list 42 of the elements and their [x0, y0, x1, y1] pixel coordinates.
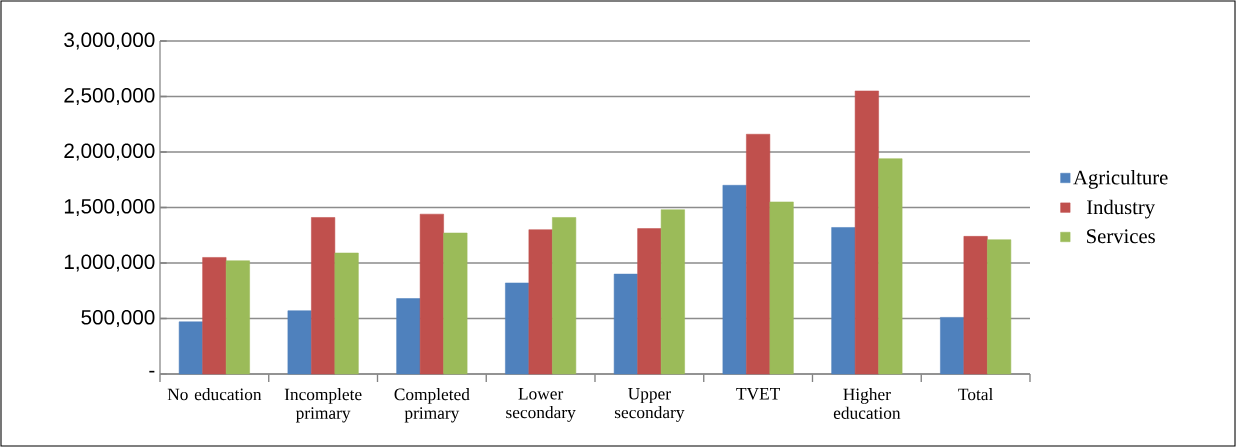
bar [396, 298, 421, 375]
y-tick-label: 500,000 [81, 309, 155, 328]
bar [419, 213, 444, 375]
bar [287, 310, 312, 375]
bar [202, 257, 227, 375]
x-tick-label: TVET [736, 388, 780, 400]
bar [878, 158, 903, 375]
x-tick-label: Upper secondary [614, 388, 685, 422]
x-tick-label: Higher education [833, 388, 901, 419]
bar [443, 232, 468, 375]
y-tick-label: - [149, 370, 155, 373]
bar [769, 201, 794, 375]
bar [334, 252, 359, 375]
y-tick-label: 3,000,000 [64, 32, 155, 50]
bar [722, 185, 747, 375]
bar [637, 228, 662, 375]
x-tick-label: Lower secondary [506, 388, 576, 422]
y-tick-label: 2,000,000 [64, 143, 155, 161]
bar [854, 90, 879, 375]
x-tick-label: No education [167, 388, 262, 401]
y-tick-label: 1,500,000 [64, 198, 155, 217]
y-tick-label: 2,500,000 [64, 87, 155, 106]
bar [505, 282, 530, 375]
bar [528, 229, 553, 375]
bar [552, 217, 577, 375]
bar [178, 321, 203, 375]
bar [831, 227, 856, 375]
bar [613, 273, 638, 375]
y-tick-label: 1,000,000 [64, 254, 155, 272]
bar [940, 317, 965, 375]
bar [987, 239, 1012, 375]
legend-label: Industry [1086, 199, 1156, 219]
x-tick-label: Incomplete primary [284, 388, 362, 423]
bar [746, 133, 771, 375]
x-tick-label: Completed primary [394, 388, 470, 423]
legend-label: Services [1087, 229, 1155, 244]
x-tick-label: Total [958, 388, 993, 401]
bar [660, 209, 685, 375]
bar [311, 217, 336, 375]
bar [963, 236, 988, 375]
bar [225, 260, 250, 375]
legend-label: Agriculture [1073, 169, 1168, 189]
